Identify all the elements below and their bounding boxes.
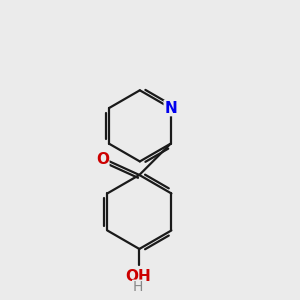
Text: H: H <box>133 280 143 294</box>
Text: O: O <box>96 152 109 167</box>
Text: N: N <box>164 100 177 116</box>
Text: OH: OH <box>125 269 151 284</box>
